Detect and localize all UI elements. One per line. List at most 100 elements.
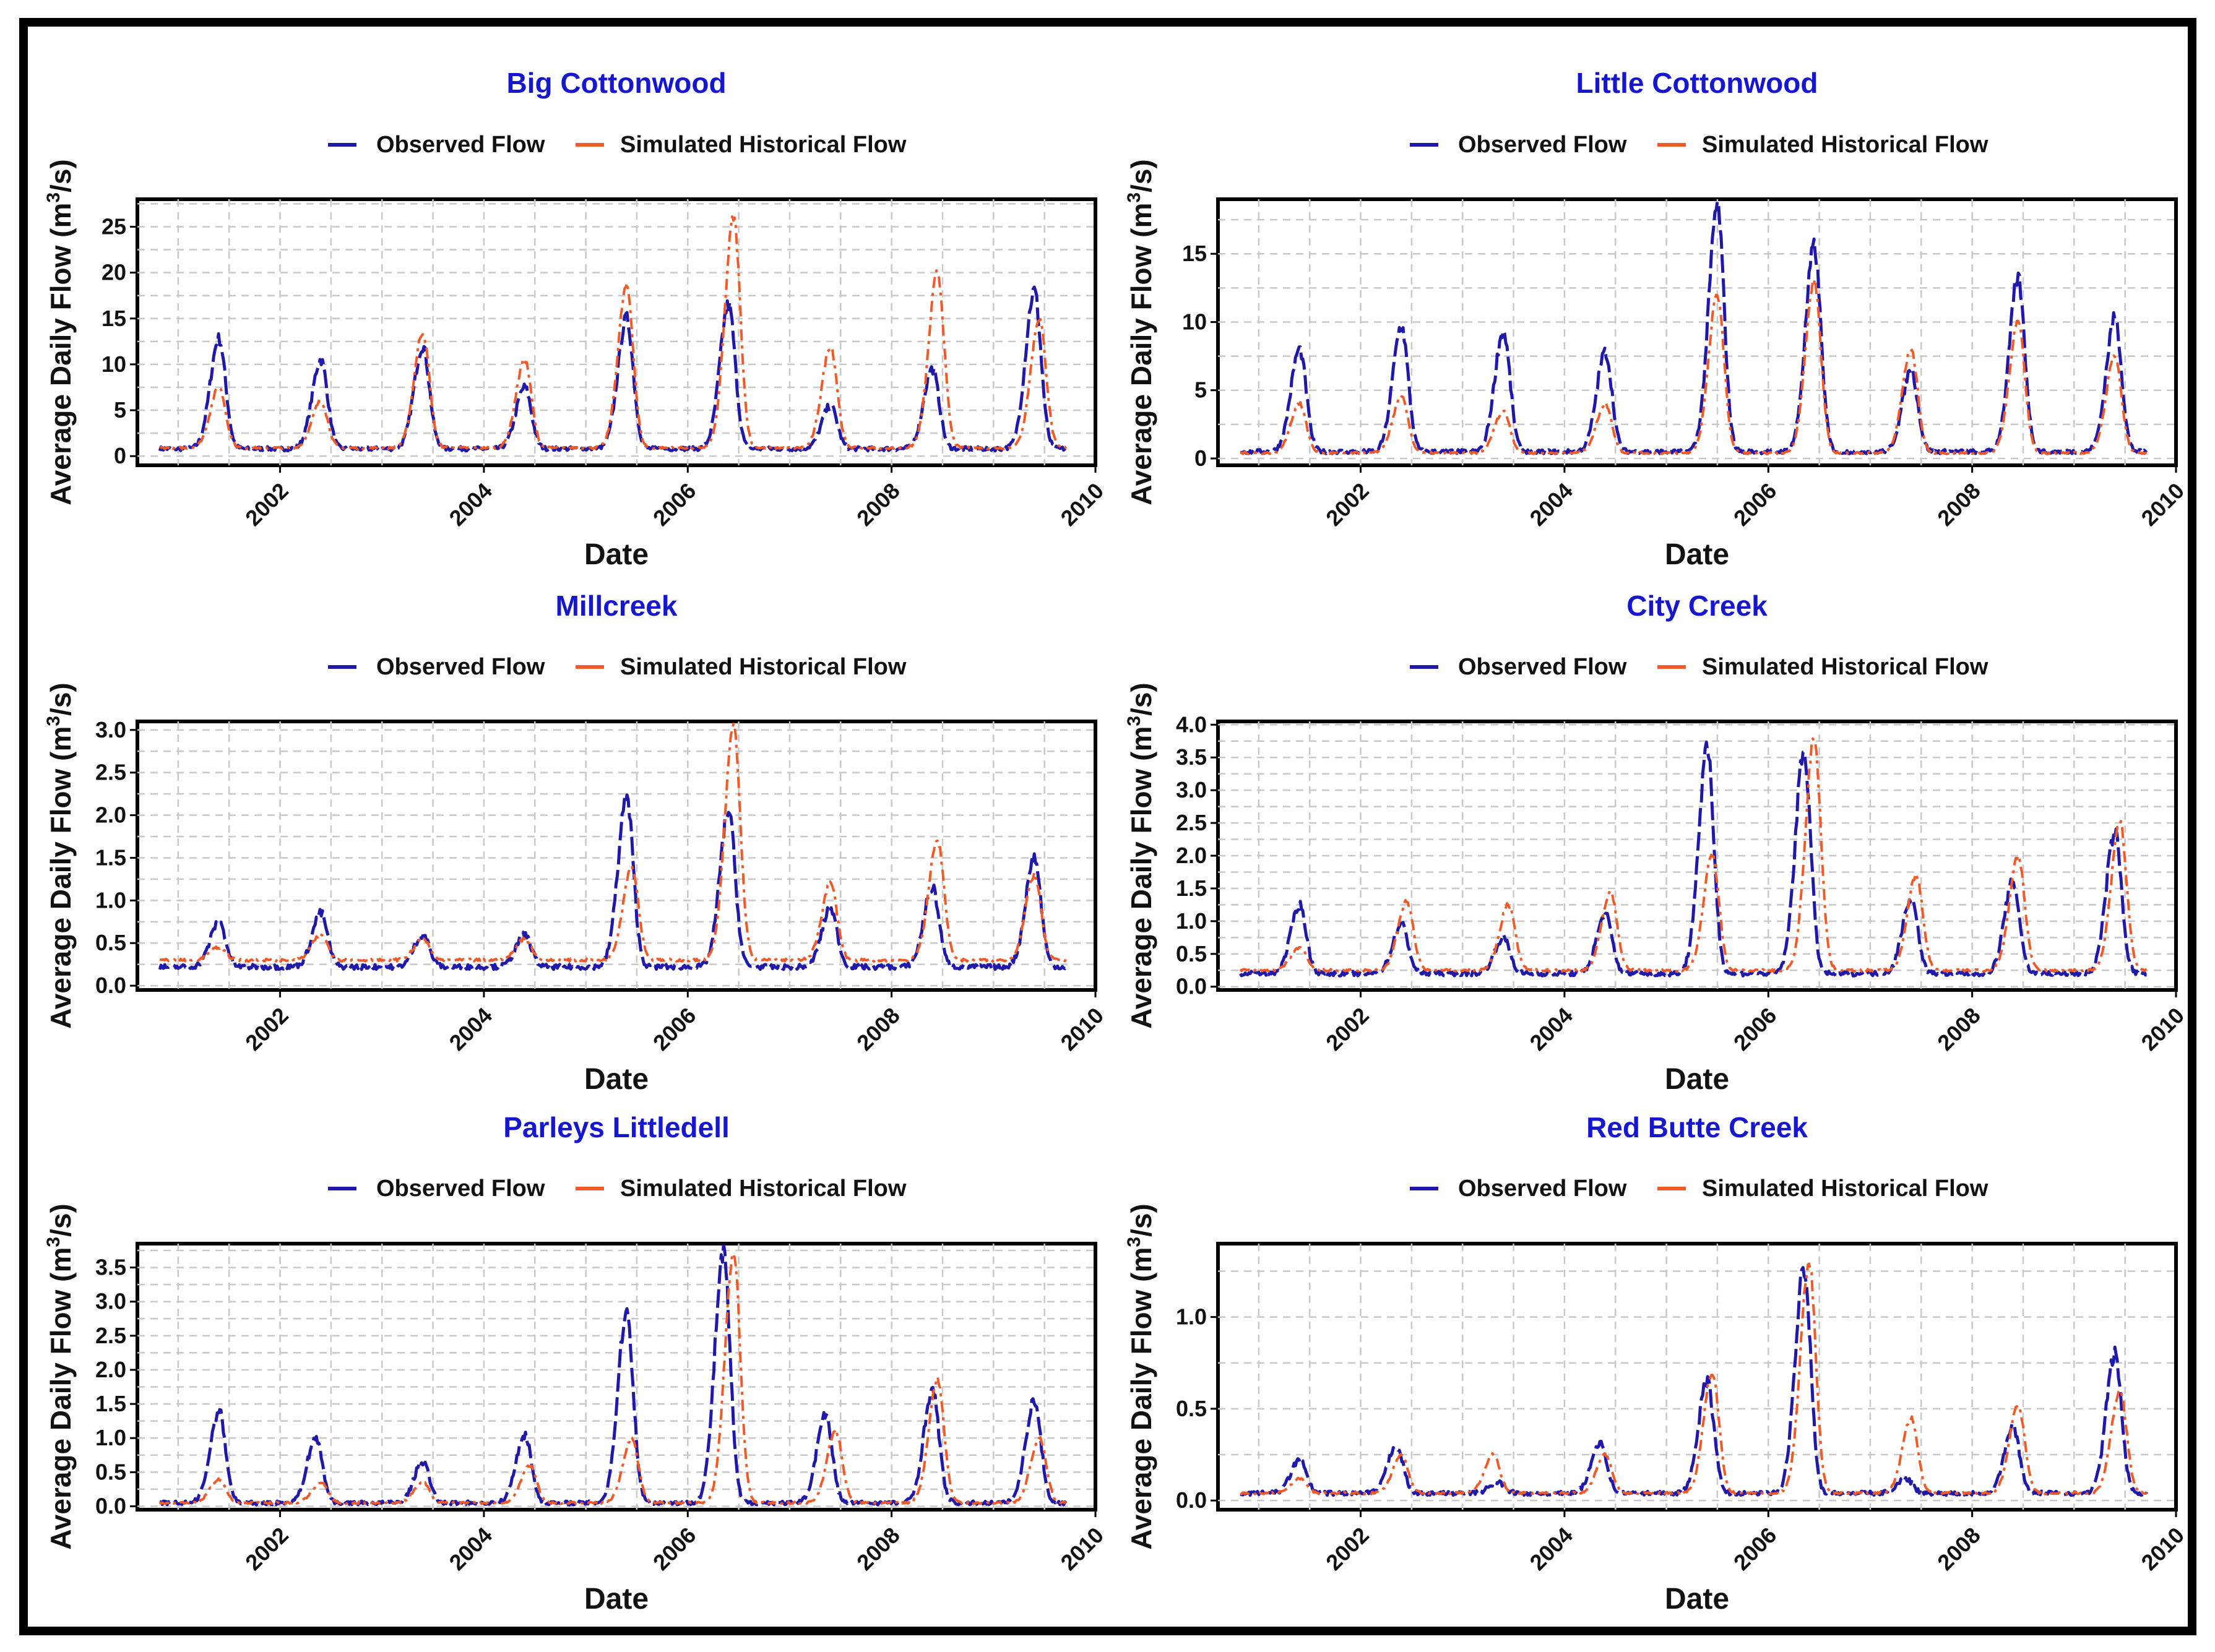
y-tick-label: 10 [1182, 309, 1207, 334]
legend-label-observed: Observed Flow [1458, 132, 1627, 158]
x-tick-label: 2008 [1932, 478, 1985, 531]
series-simulated-flow [160, 215, 1068, 450]
y-tick-label: 3.0 [95, 1289, 126, 1314]
x-tick-label: 2010 [1056, 478, 1109, 531]
x-axis-label: Date [584, 1583, 649, 1615]
legend-label-observed: Observed Flow [1458, 1176, 1627, 1202]
x-tick-label: 2006 [1729, 1002, 1782, 1056]
panels: Big Cottonwood Observed Flow Simulated His… [43, 67, 2189, 1615]
series-simulated-flow [158, 1252, 1067, 1505]
y-tick-label: 0 [114, 443, 126, 468]
y-label-main: Average Daily Flow (m [45, 1247, 77, 1550]
x-tick-label: 2002 [1321, 478, 1374, 531]
x-tick-label: 2008 [852, 1002, 905, 1056]
y-label-superscript: 3 [1124, 192, 1144, 203]
legend-label-simulated: Simulated Historical Flow [620, 654, 907, 680]
legend-label-observed: Observed Flow [376, 132, 545, 158]
y-tick-label: 20 [101, 260, 126, 285]
y-tick-label: 2.5 [95, 1323, 126, 1348]
y-label-superscript: 3 [43, 716, 64, 726]
gridlines [137, 721, 1095, 990]
y-tick-label: 0.5 [95, 930, 126, 955]
y-tick-label: 0 [1194, 445, 1207, 471]
x-tick-label: 2010 [1056, 1002, 1109, 1056]
y-tick-label: 1.0 [1176, 1304, 1207, 1330]
series-observed-flow [1240, 200, 2148, 455]
x-tick-label: 2004 [444, 1002, 498, 1056]
y-label-main: Average Daily Flow (m [45, 726, 77, 1029]
y-tick-label: 1.5 [1176, 875, 1207, 901]
x-tick-label: 2004 [444, 478, 498, 531]
series-observed-flow [1240, 1266, 2148, 1497]
y-tick-label: 2.0 [1176, 843, 1207, 868]
y-tick-label: 4.0 [1176, 712, 1207, 737]
y-tick-label: 10 [101, 351, 126, 377]
x-tick-label: 2006 [648, 1002, 701, 1056]
x-tick-label: 2006 [648, 1522, 701, 1575]
x-tick-label: 2002 [240, 478, 293, 531]
x-tick-label: 2008 [1932, 1522, 1985, 1575]
x-tick-label: 2010 [2136, 1522, 2190, 1575]
x-axis-label: Date [584, 538, 649, 571]
y-tick-label: 2.5 [95, 760, 126, 785]
legend: Observed Flow Simulated Historical Flow [328, 1176, 907, 1202]
legend: Observed Flow Simulated Historical Flow [1410, 132, 1988, 158]
y-tick-label: 3.5 [95, 1255, 126, 1280]
x-axis-label: Date [584, 1063, 649, 1096]
y-tick-label: 0.5 [1176, 1396, 1207, 1421]
y-tick-label: 3.0 [95, 717, 126, 742]
y-tick-label: 1.0 [95, 887, 126, 913]
plot-area [1216, 197, 2178, 467]
y-label-superscript: 3 [43, 1237, 64, 1247]
x-tick-label: 2006 [1729, 478, 1782, 531]
series-observed-flow [159, 1245, 1068, 1507]
y-axis-label: Average Daily Flow (m3/s) [1124, 682, 1157, 1028]
y-label-main: Average Daily Flow (m [1125, 203, 1157, 505]
series-simulated-flow [1239, 737, 2148, 973]
series-simulated-flow [160, 723, 1068, 963]
x-tick-label: 2008 [852, 478, 905, 531]
legend-label-observed: Observed Flow [1458, 654, 1627, 680]
x-tick-label: 2004 [1525, 1522, 1578, 1575]
y-tick-label: 1.0 [95, 1425, 126, 1450]
outer-frame [19, 18, 2196, 1635]
legend-label-simulated: Simulated Historical Flow [1702, 132, 1988, 158]
x-tick-label: 2002 [1321, 1002, 1374, 1056]
gridlines [1218, 1244, 2176, 1510]
chart-title: Red Butte Creek [1586, 1111, 1808, 1143]
legend-label-simulated: Simulated Historical Flow [1702, 1176, 1988, 1202]
y-tick-label: 15 [101, 306, 126, 331]
y-tick-label: 0.5 [95, 1459, 126, 1484]
chart-panel: Parleys Littledell Observed Flow Simulated… [43, 1111, 1108, 1615]
y-label-main: Average Daily Flow (m [1125, 726, 1157, 1029]
gridlines [137, 199, 1095, 465]
gridlines [1218, 721, 2176, 990]
y-axis-label: Average Daily Flow (m3/s) [43, 159, 77, 505]
legend: Observed Flow Simulated Historical Flow [328, 654, 907, 680]
chart-title: Parleys Littledell [503, 1111, 730, 1143]
legend-label-observed: Observed Flow [376, 1176, 545, 1202]
legend-label-observed: Observed Flow [376, 654, 545, 680]
y-tick-label: 1.5 [95, 845, 126, 870]
chart-title: City Creek [1626, 590, 1768, 622]
y-label-end: /s) [45, 159, 77, 192]
series-observed-flow [1239, 740, 2148, 978]
gridlines [137, 1244, 1095, 1510]
y-axis-label: Average Daily Flow (m3/s) [1124, 1203, 1157, 1549]
x-tick-label: 2002 [240, 1002, 293, 1056]
plot-area [136, 197, 1097, 467]
legend: Observed Flow Simulated Historical Flow [1410, 1176, 1988, 1202]
y-axis-label: Average Daily Flow (m3/s) [1124, 159, 1157, 505]
series-simulated-flow [1240, 1262, 2148, 1495]
x-tick-label: 2006 [648, 478, 701, 531]
y-label-superscript: 3 [43, 192, 64, 203]
legend: Observed Flow Simulated Historical Flow [1410, 654, 1988, 680]
legend-label-simulated: Simulated Historical Flow [1702, 654, 1988, 680]
y-label-end: /s) [45, 1203, 77, 1237]
chart-title: Little Cottonwood [1576, 67, 1818, 99]
legend: Observed Flow Simulated Historical Flow [328, 132, 907, 158]
y-tick-label: 1.0 [1176, 908, 1207, 934]
y-label-superscript: 3 [1124, 1237, 1144, 1247]
x-tick-label: 2010 [2136, 478, 2190, 531]
